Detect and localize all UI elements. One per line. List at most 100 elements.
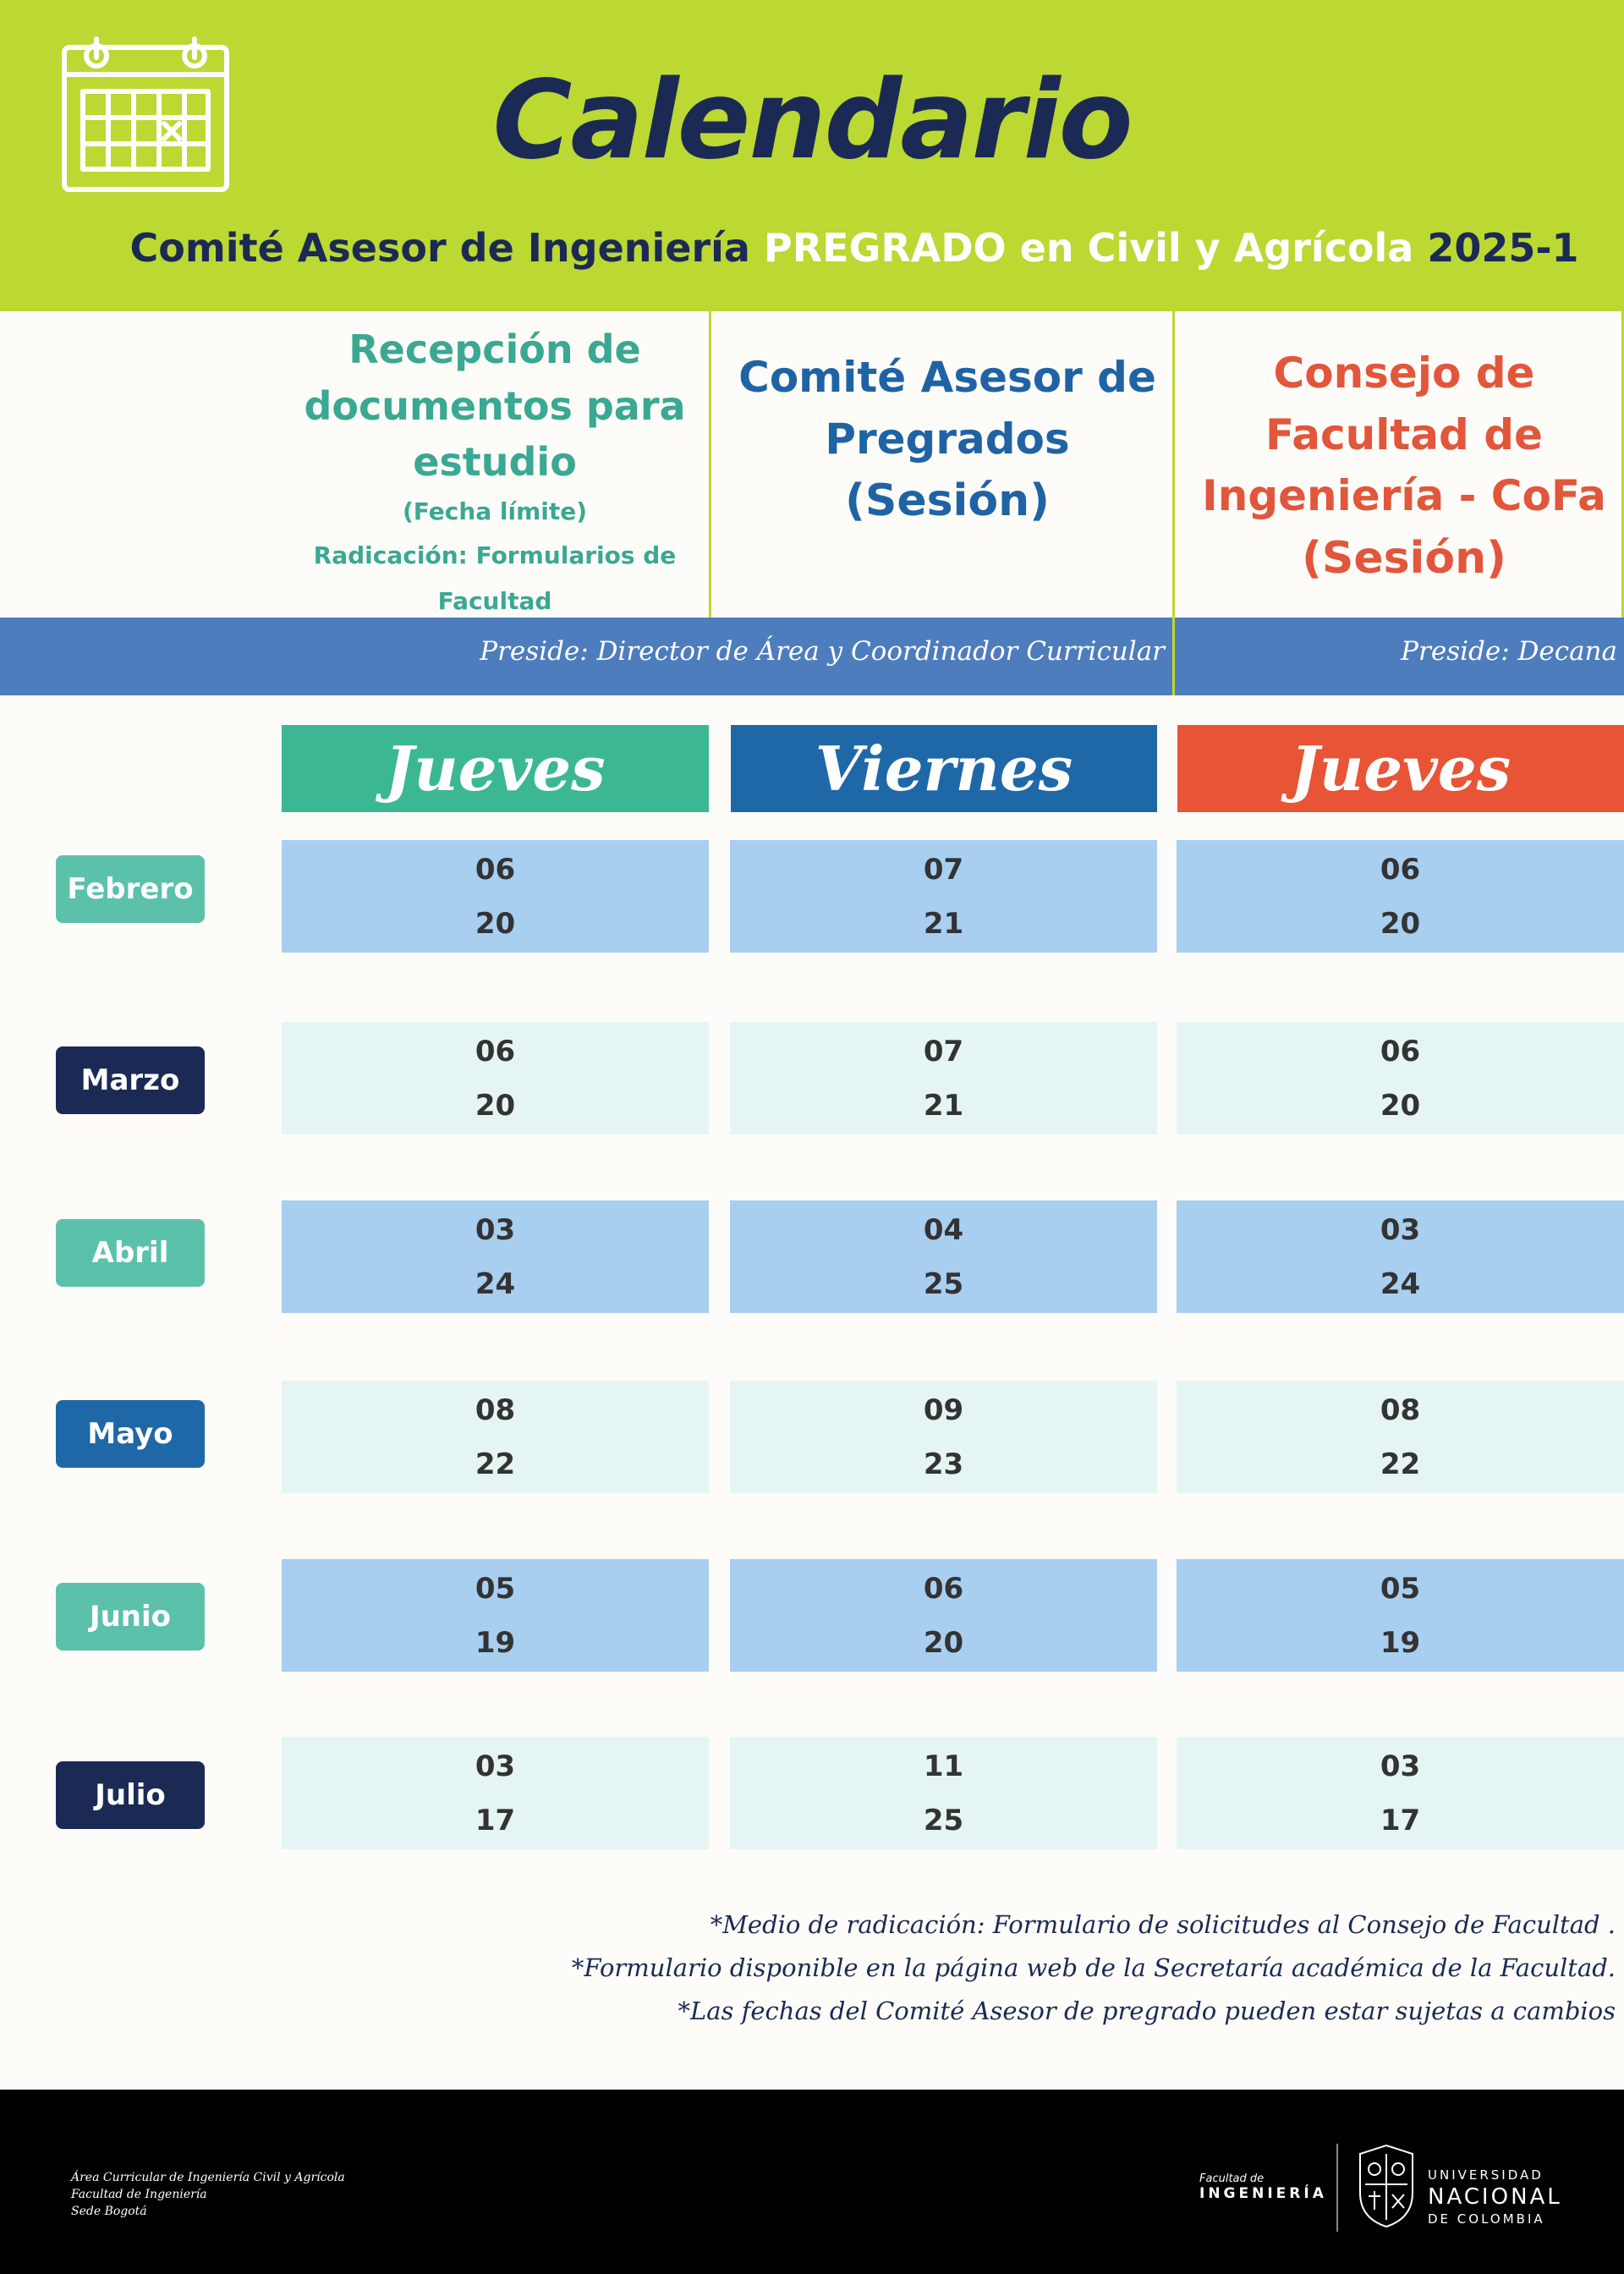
faculty-logo-small: Facultad de [1199,2172,1265,2185]
faculty-logo-big: INGENIERÍA [1199,2185,1327,2202]
date-value: 07 [923,852,964,887]
footer-line: Área Curricular de Ingeniería Civil y Ag… [71,2171,345,2184]
subtitle-part-3: 2025-1 [1427,225,1579,271]
date-value: 25 [923,1803,964,1837]
subtitle-part-1: Comité Asesor de Ingeniería [129,225,750,271]
column-divider [709,311,711,618]
date-value: 07 [923,1034,964,1068]
date-value: 03 [475,1749,516,1783]
session-label: (Sesión) [845,475,1050,526]
university-logo: UNIVERSIDAD NACIONAL DE COLOMBIA [1428,2166,1562,2228]
date-value: 22 [475,1447,516,1481]
date-cell: 03 17 [282,1737,709,1849]
header-banner [0,0,1624,311]
date-value: 20 [475,1088,516,1123]
page-title: Calendario [492,58,1133,184]
column-title-line: Comité Asesor de [738,353,1156,402]
date-cell: 03 24 [1177,1200,1624,1313]
column-title-line: estudio [413,439,577,486]
date-value: 06 [923,1571,964,1606]
month-badge: Marzo [56,1046,205,1114]
preside-committee: Preside: Director de Área y Coordinador … [480,636,1165,667]
footnote: *Las fechas del Comité Asesor de pregrad… [678,1997,1616,2025]
date-value: 21 [923,1088,964,1123]
month-badge: Mayo [56,1400,205,1468]
university-logo-line2: NACIONAL [1428,2184,1562,2210]
deadline-note: (Fecha límite) [402,497,588,526]
faculty-logo: Facultad de INGENIERÍA [1199,2172,1327,2202]
day-header-council: Jueves [1177,725,1624,812]
date-cell: 06 20 [730,1559,1157,1672]
column-title-line: Ingeniería - CoFa [1202,471,1606,520]
date-value: 24 [475,1266,516,1301]
date-cell: 11 25 [730,1737,1157,1849]
date-cell: 07 21 [730,840,1157,953]
university-logo-line3: DE COLOMBIA [1428,2211,1545,2227]
month-badge: Abril [56,1219,205,1287]
date-value: 20 [475,906,516,941]
column-divider [1621,311,1624,618]
date-cell: 06 20 [282,840,709,953]
date-value: 23 [923,1447,964,1481]
footnote: *Formulario disponible en la página web … [571,1953,1616,1982]
date-cell: 08 22 [282,1381,709,1493]
footer-line: Facultad de Ingeniería [71,2188,207,2201]
calendar-icon [62,36,229,192]
column-divider [1172,311,1175,618]
subtitle-part-2: PREGRADO en Civil y Agrícola [764,225,1414,271]
date-cell: 06 20 [1177,1022,1624,1134]
date-cell: 04 25 [730,1200,1157,1313]
day-header-reception: Jueves [282,725,709,812]
month-badge: Julio [56,1761,205,1829]
date-cell: 07 21 [730,1022,1157,1134]
session-label: (Sesión) [1302,532,1506,584]
column-title-line: documentos para [304,382,686,429]
university-logo-line1: UNIVERSIDAD [1428,2167,1544,2183]
date-value: 25 [923,1266,964,1301]
date-value: 22 [1380,1447,1421,1481]
date-cell: 09 23 [730,1381,1157,1493]
footer-department: Área Curricular de Ingeniería Civil y Ag… [71,2169,345,2220]
date-value: 03 [1380,1749,1421,1783]
month-badge: Junio [56,1583,205,1651]
date-value: 06 [475,852,516,887]
date-value: 20 [923,1625,964,1660]
date-cell: 06 20 [1177,840,1624,953]
month-badge: Febrero [56,855,205,923]
date-value: 06 [475,1034,516,1068]
day-header-committee: Viernes [731,725,1157,812]
date-cell: 08 22 [1177,1381,1624,1493]
date-value: 08 [475,1392,516,1427]
column-header-reception: Recepción de documentos para estudio (Fe… [279,321,710,623]
date-value: 20 [1380,1088,1421,1123]
column-header-council: Consejo de Facultad de Ingeniería - CoFa… [1184,343,1624,590]
date-value: 11 [923,1749,964,1783]
date-cell: 05 19 [1177,1559,1624,1672]
date-value: 03 [1380,1212,1421,1247]
filing-note: Radicación: Formularios de Facultad [313,541,677,615]
column-title-line: Pregrados [825,414,1070,464]
date-value: 17 [475,1803,516,1837]
date-value: 20 [1380,906,1421,941]
column-title-line: Recepción de [348,327,641,372]
column-title-line: Facultad de [1265,409,1543,459]
preside-council: Preside: Decana [1401,636,1617,667]
preside-bar [0,618,1624,695]
date-value: 17 [1380,1803,1421,1837]
page-subtitle: Comité Asesor de Ingeniería PREGRADO en … [0,225,1624,271]
column-title-line: Consejo de [1273,349,1535,398]
footnote: *Medio de radicación: Formulario de soli… [710,1910,1616,1939]
date-value: 19 [1380,1625,1421,1660]
column-header-committee: Comité Asesor de Pregrados (Sesión) [727,347,1167,533]
footer-line: Sede Bogotá [71,2205,147,2218]
preside-bar-divider [1172,618,1175,695]
date-value: 06 [1380,1034,1421,1068]
date-cell: 05 19 [282,1559,709,1672]
footer [0,2090,1624,2274]
date-value: 24 [1380,1266,1421,1301]
date-cell: 03 17 [1177,1737,1624,1849]
date-value: 04 [923,1212,964,1247]
date-value: 09 [923,1392,964,1427]
date-value: 03 [475,1212,516,1247]
date-cell: 06 20 [282,1022,709,1134]
